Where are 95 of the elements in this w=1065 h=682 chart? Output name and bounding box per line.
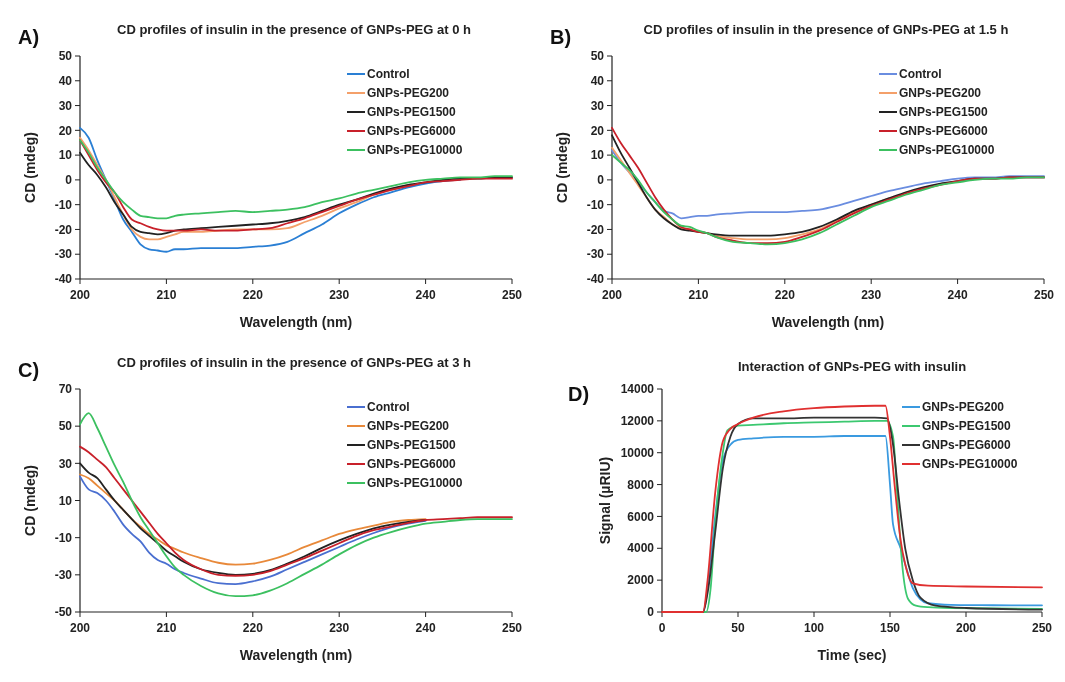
legend-label: GNPs-PEG6000	[367, 457, 457, 472]
y-tick-label: -30	[54, 247, 73, 262]
chart-title: CD profiles of insulin in the presence of GNPs-PEG at 1.5 h	[643, 22, 1009, 37]
y-tick-label: -30	[586, 247, 605, 262]
y-tick-label: 30	[58, 456, 73, 471]
chart-title: CD profiles of insulin in the presence of GNPs-PEG at 0 h	[117, 22, 472, 37]
x-tick-label: 240	[947, 288, 968, 302]
legend-label: GNPs-PEG10000	[899, 143, 995, 158]
x-tick-label: 150	[879, 621, 901, 635]
y-tick-label: -10	[586, 197, 605, 212]
x-tick-label: 200	[955, 621, 977, 635]
y-tick-label: 50	[58, 419, 73, 434]
text: C)	[18, 359, 40, 381]
y-tick-label: 30	[590, 98, 605, 113]
x-tick-label: 220	[774, 288, 796, 302]
y-tick-label: 30	[58, 98, 73, 113]
chart-title: CD profiles of insulin in the presence of GNPs-PEG at 3 h	[117, 355, 472, 370]
legend-label: GNPs-PEG10000	[922, 457, 1018, 472]
x-tick-label: 210	[156, 621, 177, 635]
text: A)	[18, 26, 40, 48]
y-axis-title: CD (mdeg)	[22, 465, 38, 536]
y-tick-label: -30	[54, 568, 73, 583]
x-axis-title: Wavelength (nm)	[239, 647, 353, 663]
y-tick-label: 14000	[620, 382, 655, 397]
legend-label: GNPs-PEG6000	[367, 124, 457, 139]
y-axis-title: Signal (µRIU)	[597, 456, 613, 545]
x-axis-title: Time (sec)	[817, 647, 887, 663]
x-tick-label: 230	[329, 621, 350, 635]
y-tick-label: -20	[54, 222, 73, 237]
legend-label: GNPs-PEG10000	[367, 143, 463, 158]
y-tick-label: -20	[586, 222, 605, 237]
legend-label: GNPs-PEG6000	[899, 124, 989, 139]
y-tick-label: -40	[586, 272, 605, 287]
y-tick-label: 4000	[627, 541, 655, 556]
y-tick-label: -50	[54, 605, 73, 620]
y-tick-label: -10	[54, 530, 73, 545]
x-tick-label: 250	[1031, 621, 1053, 635]
y-tick-label: -40	[54, 272, 73, 287]
legend-label: GNPs-PEG200	[922, 400, 1005, 415]
y-tick-label: 10	[58, 493, 73, 508]
x-axis-title: Wavelength (nm)	[771, 314, 885, 330]
legend-label: GNPs-PEG6000	[922, 438, 1012, 453]
x-tick-label: 220	[242, 288, 264, 302]
x-tick-label: 250	[501, 288, 523, 302]
text: D)	[568, 383, 590, 405]
y-tick-label: 0	[597, 173, 605, 188]
x-tick-label: 230	[861, 288, 882, 302]
x-tick-label: 250	[501, 621, 523, 635]
x-tick-label: 210	[156, 288, 177, 302]
legend-label: Control	[899, 67, 942, 82]
y-tick-label: 12000	[620, 414, 655, 429]
legend-label: GNPs-PEG1500	[922, 419, 1012, 434]
y-tick-label: 40	[58, 73, 73, 88]
y-tick-label: 8000	[627, 477, 655, 492]
x-tick-label: 100	[803, 621, 825, 635]
y-axis-title: CD (mdeg)	[554, 132, 570, 203]
x-tick-label: 0	[658, 621, 666, 635]
x-tick-label: 200	[601, 288, 623, 302]
x-tick-label: 200	[69, 288, 91, 302]
legend-label: Control	[367, 67, 410, 82]
chart-title: Interaction of GNPs-PEG with insulin	[737, 359, 967, 374]
y-axis-title: CD (mdeg)	[22, 132, 38, 203]
y-tick-label: 10	[590, 148, 605, 163]
y-tick-label: 2000	[627, 573, 655, 588]
x-tick-label: 50	[731, 621, 745, 635]
y-tick-label: 50	[590, 49, 605, 64]
x-tick-label: 200	[69, 621, 91, 635]
line-series	[611, 154, 1045, 246]
y-tick-label: 10	[58, 148, 73, 163]
y-tick-label: -10	[54, 197, 73, 212]
y-tick-label: 50	[58, 49, 73, 64]
text: B)	[550, 26, 572, 48]
legend-label: Control	[367, 400, 410, 415]
legend-label: GNPs-PEG1500	[367, 105, 457, 120]
y-tick-label: 10000	[620, 445, 655, 460]
y-tick-label: 20	[58, 123, 73, 138]
x-tick-label: 250	[1033, 288, 1055, 302]
legend-label: GNPs-PEG10000	[367, 476, 463, 491]
x-tick-label: 240	[415, 288, 436, 302]
legend-label: GNPs-PEG1500	[367, 438, 457, 453]
legend-label: GNPs-PEG1500	[899, 105, 989, 120]
legend-label: GNPs-PEG200	[367, 86, 450, 101]
x-tick-label: 240	[415, 621, 436, 635]
y-tick-label: 0	[647, 605, 655, 620]
y-tick-label: 70	[58, 382, 73, 397]
y-tick-label: 6000	[627, 509, 655, 524]
x-axis-title: Wavelength (nm)	[239, 314, 353, 330]
x-tick-label: 230	[329, 288, 350, 302]
y-tick-label: 20	[590, 123, 605, 138]
legend-label: GNPs-PEG200	[367, 419, 450, 434]
y-tick-label: 0	[65, 173, 73, 188]
y-tick-label: 40	[590, 73, 605, 88]
x-tick-label: 220	[242, 621, 264, 635]
x-tick-label: 210	[688, 288, 709, 302]
legend-label: GNPs-PEG200	[899, 86, 982, 101]
